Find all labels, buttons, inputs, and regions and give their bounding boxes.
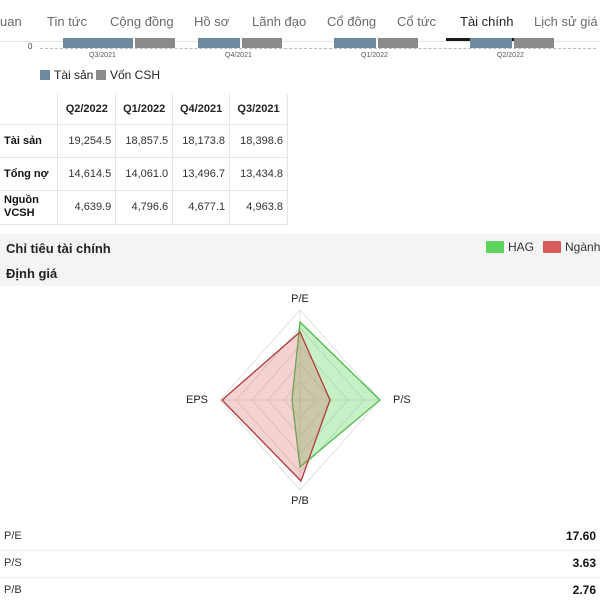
legend-item-hag[interactable]: HAG	[486, 240, 534, 254]
legend-item-equity[interactable]: Vốn CSH	[96, 68, 160, 82]
legend-label-hag: HAG	[508, 240, 535, 254]
row-label-assets: Tài sản	[0, 123, 59, 158]
tab-co-tuc[interactable]: Cổ tức	[397, 14, 437, 29]
row-label-total-debt: Tổng nợ	[0, 156, 59, 191]
metric-label-ps: P/S	[4, 557, 22, 569]
section-subtitle: Định giá	[6, 266, 58, 281]
table-header-q4-2021: Q4/2021	[172, 94, 231, 125]
legend-swatch-assets	[40, 70, 50, 80]
bar-equity-q4-2021	[242, 38, 282, 48]
table-row: Nguồn VCSH 4,639.9 4,796.6 4,677.1 4,963.…	[0, 189, 288, 225]
tab-ho-so[interactable]: Hồ sơ	[194, 14, 230, 29]
table-cell: 4,639.9	[57, 189, 117, 225]
radar-axis-label-ps: P/S	[393, 394, 411, 406]
table-row: Tổng nợ 14,614.5 14,061.0 13,496.7 13,43…	[0, 156, 288, 191]
legend-item-assets[interactable]: Tài sản	[40, 68, 93, 82]
radar-axis-label-pb: P/B	[291, 495, 309, 507]
x-tick-q1-2022: Q1/2022	[361, 52, 388, 59]
list-item: P/S 3.63	[0, 551, 600, 578]
list-item: P/E 17.60	[0, 524, 600, 551]
table-cell: 14,061.0	[115, 156, 174, 191]
table-header-q3-2021: Q3/2021	[229, 94, 288, 125]
balance-bar-chart: 0 Q3/2021 Q4/2021 Q1/2022 Q2/2022	[0, 38, 600, 64]
radar-series-hag	[291, 320, 381, 469]
metric-value-ps: 3.63	[572, 556, 596, 570]
tab-tai-chinh[interactable]: Tài chính	[460, 14, 514, 29]
financial-indicators-section: Chỉ tiêu tài chính Định giá HAG Ngành	[0, 234, 600, 286]
bar-equity-q3-2021	[135, 38, 175, 48]
y-tick-zero: 0	[28, 42, 33, 51]
x-tick-q2-2022: Q2/2022	[497, 52, 524, 59]
tab-tin-tuc[interactable]: Tin tức	[47, 14, 88, 29]
table-cell: 4,963.8	[229, 189, 288, 225]
legend-swatch-nganh	[543, 241, 561, 253]
row-label-equity-line1: Nguồn	[4, 194, 39, 206]
bar-equity-q1-2022	[378, 38, 418, 48]
tab-lanh-dao[interactable]: Lãnh đạo	[252, 14, 307, 29]
metric-label-pb: P/B	[4, 584, 22, 596]
list-item: P/B 2.76	[0, 578, 600, 600]
tab-tong-quan[interactable]: uan	[0, 14, 22, 29]
tab-co-dong[interactable]: Cổ đông	[327, 14, 377, 29]
tab-lich-su-gia[interactable]: Lịch sử giá	[534, 14, 598, 29]
radar-series-nganh	[221, 330, 331, 483]
valuation-radar-chart: P/E P/S P/B EPS	[186, 293, 411, 507]
metric-value-pe: 17.60	[565, 529, 596, 543]
table-cell: 4,677.1	[172, 189, 231, 225]
legend-label-nganh: Ngành	[565, 240, 600, 254]
radar-grid	[219, 309, 381, 491]
metric-label-pe: P/E	[4, 530, 22, 542]
section-title: Chỉ tiêu tài chính	[6, 241, 111, 256]
balance-table: Q2/2022 Q1/2022 Q4/2021 Q3/2021 Tài sản …	[0, 94, 288, 225]
table-row: Tài sản 19,254.5 18,857.5 18,173.8 18,39…	[0, 123, 288, 158]
legend-label-equity: Vốn CSH	[110, 68, 161, 82]
bar-assets-q1-2022	[334, 38, 376, 48]
tab-cong-dong[interactable]: Cộng đồng	[110, 14, 174, 29]
row-label-equity-line2: VCSH	[4, 207, 35, 219]
table-header-corner	[0, 94, 59, 125]
x-tick-q3-2021: Q3/2021	[89, 52, 116, 59]
radar-axis-label-eps: EPS	[186, 394, 208, 406]
metric-value-pb: 2.76	[572, 583, 596, 597]
table-cell: 4,796.6	[115, 189, 174, 225]
table-header-q2-2022: Q2/2022	[57, 94, 117, 125]
table-cell: 14,614.5	[57, 156, 117, 191]
bar-equity-q2-2022	[514, 38, 554, 48]
legend-label-assets: Tài sản	[54, 68, 94, 82]
table-cell: 13,434.8	[229, 156, 288, 191]
x-tick-q4-2021: Q4/2021	[225, 52, 252, 59]
legend-swatch-equity	[96, 70, 106, 80]
tab-bar: uan Tin tức Cộng đồng Hồ sơ Lãnh đạo Cổ …	[0, 0, 600, 42]
table-header-row: Q2/2022 Q1/2022 Q4/2021 Q3/2021	[0, 94, 288, 125]
bar-assets-q3-2021	[63, 38, 133, 48]
legend-item-nganh[interactable]: Ngành	[543, 240, 600, 254]
bar-assets-q2-2022	[470, 38, 512, 48]
bar-assets-q4-2021	[198, 38, 240, 48]
row-label-equity: Nguồn VCSH	[0, 189, 59, 225]
table-cell: 19,254.5	[57, 123, 117, 158]
table-cell: 18,173.8	[172, 123, 231, 158]
chart-baseline	[40, 48, 596, 49]
legend-swatch-hag	[486, 241, 504, 253]
table-cell: 18,398.6	[229, 123, 288, 158]
table-cell: 13,496.7	[172, 156, 231, 191]
table-header-q1-2022: Q1/2022	[115, 94, 174, 125]
table-cell: 18,857.5	[115, 123, 174, 158]
radar-axis-label-pe: P/E	[291, 293, 309, 305]
